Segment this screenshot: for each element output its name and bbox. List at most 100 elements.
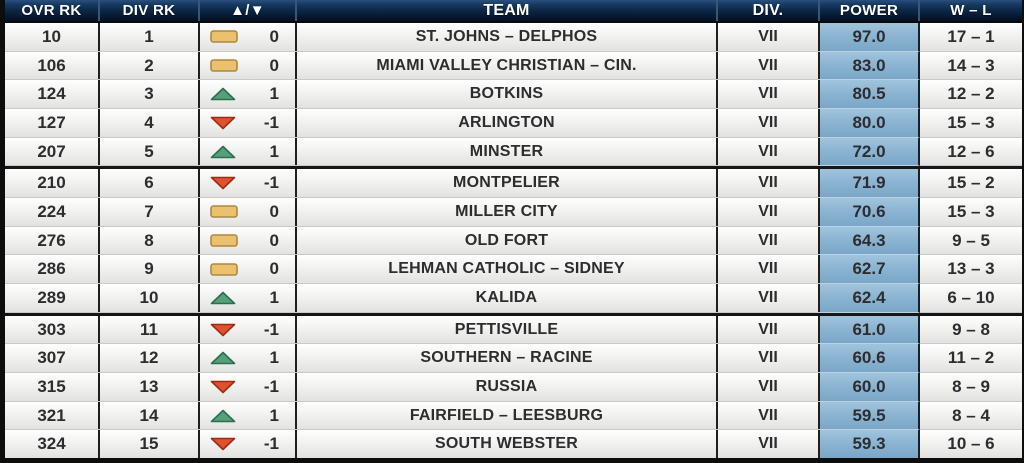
power-rating-cell: 80.0 — [820, 109, 920, 138]
power-rating-cell: 61.0 — [820, 315, 920, 345]
trend-value: 1 — [269, 348, 279, 368]
win-loss-cell: 6 – 10 — [947, 287, 995, 307]
division-rank-cell: 10 — [100, 284, 200, 312]
win-loss-cell: 12 – 6 — [947, 141, 995, 161]
trend-cell: 1 — [200, 344, 297, 373]
trend-down-icon — [210, 437, 236, 451]
team-name-cell: LEHMAN CATHOLIC – SIDNEY — [297, 255, 718, 284]
table-row: 315 13 -1 RUSSIA VII 60.0 8 – 9 — [5, 373, 1022, 402]
trend-cell: 1 — [200, 284, 297, 312]
win-loss-cell: 15 – 2 — [947, 173, 995, 193]
win-loss-cell: 8 – 9 — [952, 376, 990, 396]
table-body: 10 1 0 ST. JOHNS – DELPHOS VII 97.0 17 –… — [5, 23, 1022, 458]
trend-cell: -1 — [200, 430, 297, 458]
trend-cell: 1 — [200, 80, 297, 109]
trend-same-icon — [210, 234, 238, 247]
overall-rank-cell: 124 — [5, 80, 100, 109]
division-cell: VII — [718, 344, 820, 373]
division-cell: VII — [718, 315, 820, 344]
trend-value: -1 — [263, 173, 279, 193]
team-name-cell: SOUTH WEBSTER — [297, 430, 718, 458]
power-rating-cell: 64.3 — [820, 226, 920, 256]
trend-value: 0 — [269, 259, 279, 279]
division-cell: VII — [718, 226, 820, 255]
trend-value: -1 — [263, 434, 279, 454]
overall-rank-cell: 276 — [5, 226, 100, 255]
trend-up-icon — [210, 409, 236, 423]
table-row: 224 7 0 MILLER CITY VII 70.6 15 – 3 — [5, 198, 1022, 227]
power-rating-cell: 62.4 — [820, 284, 920, 313]
overall-rank-cell: 315 — [5, 373, 100, 401]
power-rating-cell: 70.6 — [820, 198, 920, 227]
power-rating-cell: 60.0 — [820, 373, 920, 402]
team-name-cell: RUSSIA — [297, 373, 718, 401]
division-rank-cell: 15 — [100, 430, 200, 458]
win-loss-cell: 8 – 4 — [952, 405, 990, 425]
division-cell: VII — [718, 198, 820, 226]
division-cell: VII — [718, 430, 820, 458]
team-name-cell: PETTISVILLE — [297, 315, 718, 344]
trend-cell: -1 — [200, 373, 297, 401]
trend-value: 1 — [269, 287, 279, 307]
trend-cell: 1 — [200, 401, 297, 430]
trend-up-icon — [210, 291, 236, 305]
table-row: 307 12 1 SOUTHERN – RACINE VII 60.6 11 –… — [5, 344, 1022, 374]
division-cell: VII — [718, 51, 820, 80]
overall-rank-cell: 321 — [5, 401, 100, 430]
division-cell: VII — [718, 401, 820, 430]
overall-rank-cell: 324 — [5, 430, 100, 458]
division-cell: VII — [718, 80, 820, 109]
trend-cell: -1 — [200, 169, 297, 198]
table-row: 321 14 1 FAIRFIELD – LEESBURG VII 59.5 8… — [5, 401, 1022, 431]
trend-value: 0 — [269, 230, 279, 250]
team-name-cell: MILLER CITY — [297, 198, 718, 226]
power-rating-cell: 80.5 — [820, 80, 920, 110]
power-rating-cell: 62.7 — [820, 255, 920, 285]
division-rank-cell: 4 — [100, 109, 200, 137]
table-header-row: OVR RK DIV RK ▲/▼ TEAM DIV. POWER W – L — [5, 0, 1022, 23]
column-header-division-rank: DIV RK — [100, 0, 200, 21]
trend-cell: 1 — [200, 137, 297, 166]
division-rank-cell: 1 — [100, 23, 200, 51]
trend-value: 1 — [269, 141, 279, 161]
trend-value: -1 — [263, 112, 279, 132]
table-row: 303 11 -1 PETTISVILLE VII 61.0 9 – 8 — [5, 312, 1022, 345]
win-loss-cell: 9 – 8 — [952, 319, 990, 339]
trend-cell: 0 — [200, 23, 297, 51]
table-row: 124 3 1 BOTKINS VII 80.5 12 – 2 — [5, 80, 1022, 110]
division-cell: VII — [718, 23, 820, 51]
trend-down-icon — [210, 380, 236, 394]
power-rating-cell: 59.3 — [820, 430, 920, 458]
power-rating-cell: 59.5 — [820, 401, 920, 431]
division-rank-cell: 2 — [100, 51, 200, 80]
win-loss-cell: 12 – 2 — [947, 84, 995, 104]
power-rating-cell: 71.9 — [820, 169, 920, 199]
column-header-division: DIV. — [718, 0, 820, 21]
win-loss-cell: 10 – 6 — [947, 434, 995, 454]
table-row: 127 4 -1 ARLINGTON VII 80.0 15 – 3 — [5, 109, 1022, 138]
team-name-cell: FAIRFIELD – LEESBURG — [297, 401, 718, 430]
division-cell: VII — [718, 373, 820, 401]
trend-same-icon — [210, 30, 238, 44]
win-loss-cell: 14 – 3 — [947, 55, 995, 75]
division-rank-cell: 13 — [100, 373, 200, 401]
division-rank-cell: 6 — [100, 169, 200, 198]
trend-down-icon — [210, 176, 236, 190]
table-row: 106 2 0 MIAMI VALLEY CHRISTIAN – CIN. VI… — [5, 51, 1022, 81]
power-rating-cell: 97.0 — [820, 23, 920, 52]
division-rank-cell: 5 — [100, 137, 200, 166]
division-cell: VII — [718, 137, 820, 166]
win-loss-cell: 11 – 2 — [947, 348, 995, 368]
division-rank-cell: 7 — [100, 198, 200, 226]
trend-value: 1 — [269, 84, 279, 104]
division-rank-cell: 14 — [100, 401, 200, 430]
overall-rank-cell: 127 — [5, 109, 100, 137]
win-loss-cell: 17 – 1 — [947, 26, 995, 46]
trend-cell: 0 — [200, 51, 297, 80]
overall-rank-cell: 106 — [5, 51, 100, 80]
column-header-overall-rank: OVR RK — [5, 0, 100, 21]
trend-cell: 0 — [200, 198, 297, 226]
overall-rank-cell: 307 — [5, 344, 100, 373]
team-name-cell: MINSTER — [297, 137, 718, 166]
